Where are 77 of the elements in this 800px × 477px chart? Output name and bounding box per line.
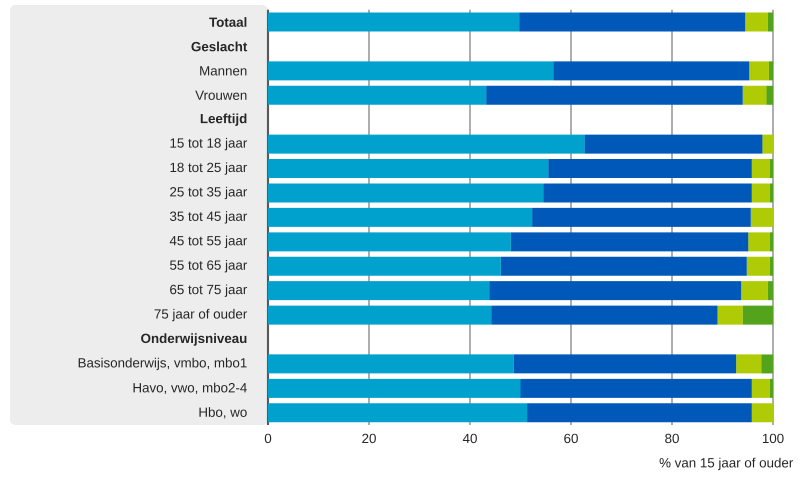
y-tick-label: Leeftijd	[200, 113, 246, 126]
bar	[741, 281, 768, 300]
y-tick-label: Hbo, wo	[199, 407, 247, 418]
bar	[742, 306, 773, 325]
bar	[768, 281, 773, 300]
bar	[717, 306, 743, 325]
bar	[766, 86, 773, 105]
bar	[584, 134, 762, 154]
bar	[268, 232, 511, 252]
y-tick-label: Havo, vwo, mbo2-4	[134, 382, 247, 394]
bar	[489, 281, 742, 300]
bar	[268, 134, 585, 154]
bar	[268, 306, 492, 325]
bar	[746, 256, 770, 276]
x-tick-label: 40	[462, 434, 477, 444]
bar	[762, 134, 773, 154]
bar	[770, 378, 773, 398]
x-axis-title: % van 15 jaar of ouder	[660, 458, 794, 470]
bar	[742, 86, 766, 105]
y-tick-label: 45 tot 55 jaar	[170, 236, 248, 248]
bar	[532, 208, 751, 227]
x-tick-label: 60	[564, 434, 578, 444]
y-tick-label: Basisonderwijs, vmbo, mbo1	[78, 358, 247, 370]
bar	[768, 61, 773, 80]
x-tick-label: 100	[762, 434, 784, 444]
bar	[514, 354, 736, 374]
y-tick-label: 35 tot 45 jaar	[170, 211, 248, 224]
bar	[491, 306, 718, 325]
bar	[520, 378, 752, 398]
bar	[268, 183, 544, 202]
bar	[770, 232, 773, 252]
bar	[752, 403, 773, 422]
x-tick-label: 20	[362, 434, 376, 444]
bar	[268, 86, 486, 105]
bar	[510, 232, 748, 252]
bar	[770, 159, 773, 178]
bar	[752, 183, 770, 202]
bar	[268, 61, 554, 80]
bar	[752, 378, 770, 398]
x-tick-label: 0	[264, 434, 272, 444]
bar	[770, 183, 773, 202]
y-tick-label: Mannen	[200, 66, 246, 76]
bar	[268, 12, 520, 32]
bar	[736, 354, 762, 374]
y-tick-label: Geslacht	[192, 42, 248, 52]
y-tick-label: 25 tot 35 jaar	[170, 186, 248, 200]
bar	[268, 159, 548, 178]
x-tick-label: 80	[665, 434, 679, 444]
bar	[770, 256, 773, 276]
bar	[761, 354, 773, 374]
bar	[268, 378, 520, 398]
bar	[519, 12, 746, 32]
y-tick-label: 55 tot 65 jaar	[170, 260, 248, 272]
bar	[268, 281, 490, 300]
bar	[268, 256, 501, 276]
bar	[527, 403, 752, 422]
bar	[752, 159, 770, 178]
bar	[548, 159, 752, 178]
bar	[268, 354, 514, 374]
bar	[553, 61, 750, 80]
bar	[768, 12, 773, 32]
y-tick-label: 65 tot 75 jaar	[170, 284, 248, 297]
y-tick-label: 75 jaar of ouder	[154, 308, 248, 322]
y-tick-label: Vrouwen	[195, 90, 246, 100]
bar	[543, 183, 752, 202]
bar	[745, 12, 768, 32]
bar	[486, 86, 743, 105]
bar	[268, 208, 532, 227]
bar	[268, 403, 528, 422]
bar	[750, 208, 773, 227]
y-tick-label: Totaal	[209, 17, 246, 27]
bar	[749, 61, 769, 80]
y-tick-label: 15 tot 18 jaar	[170, 138, 248, 150]
y-tick-label: Onderwijsniveau	[141, 333, 246, 346]
y-tick-label: 18 tot 25 jaar	[170, 162, 248, 175]
bar	[748, 232, 770, 252]
bar	[500, 256, 747, 276]
